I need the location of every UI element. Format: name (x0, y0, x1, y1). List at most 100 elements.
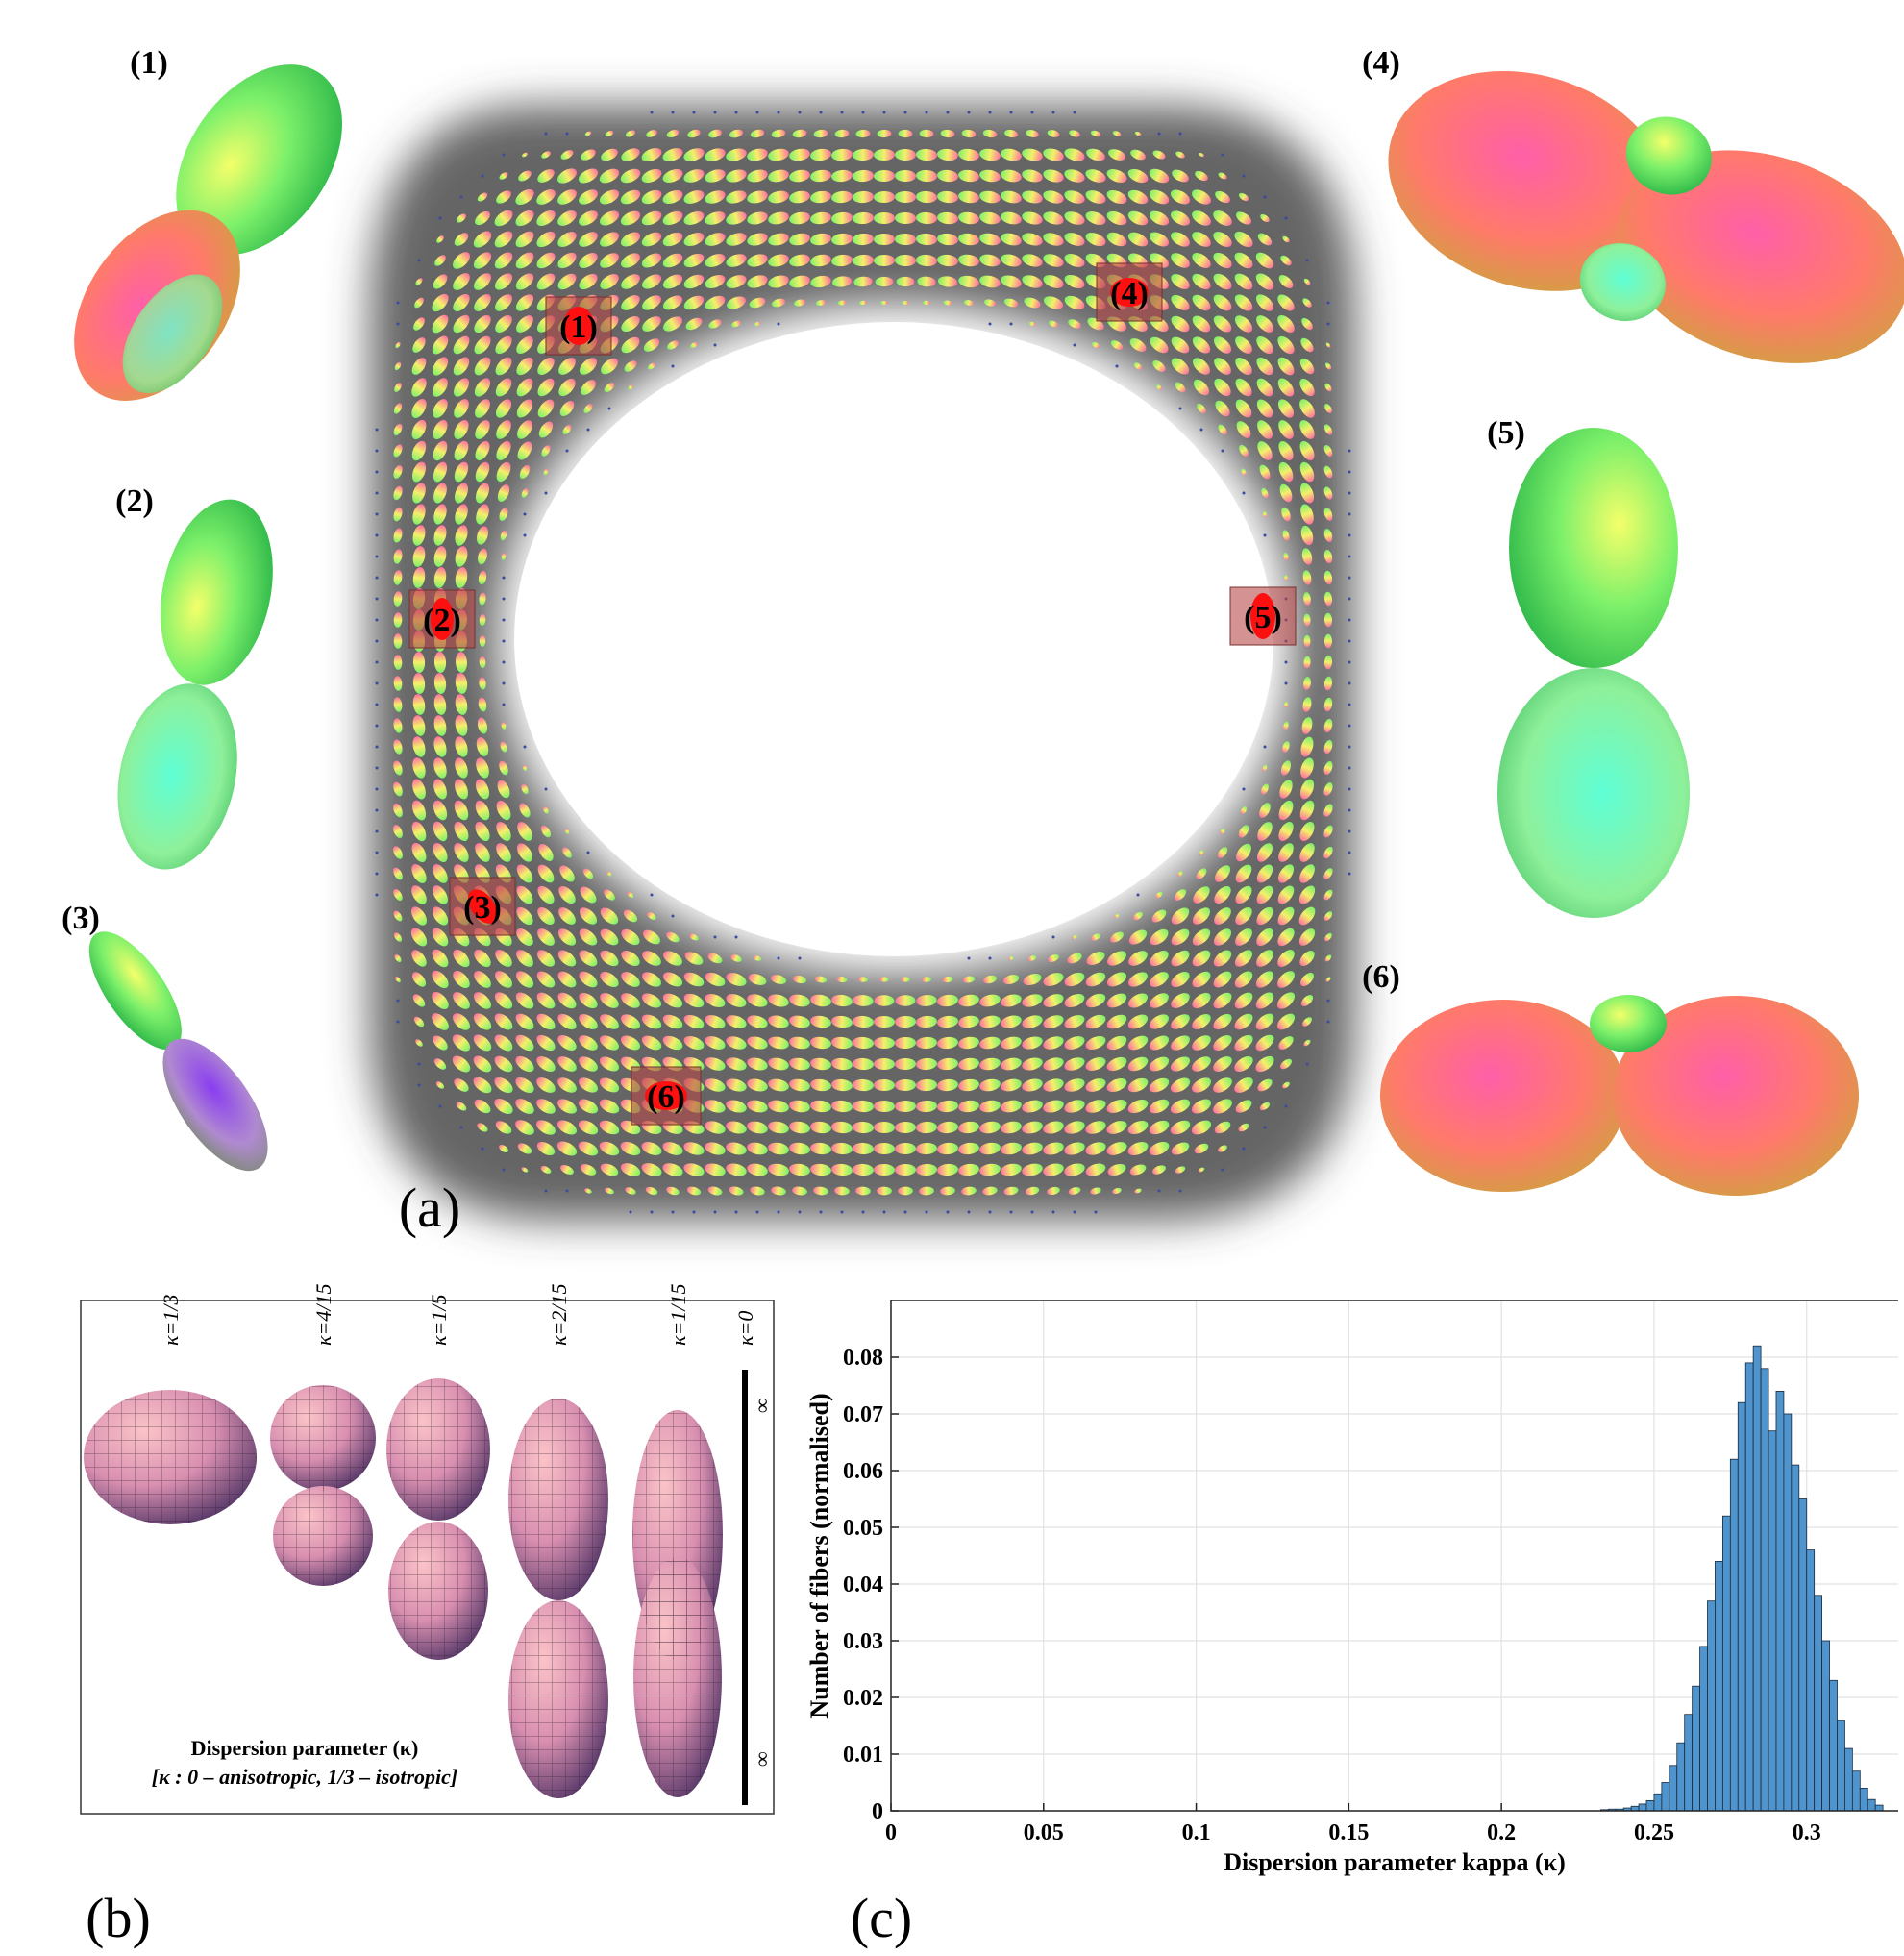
odf-glyph (1359, 36, 1904, 403)
glyph-dot (1074, 111, 1076, 114)
panel-b-note: [κ : 0 – anisotropic, 1/3 – isotropic] (152, 1765, 457, 1789)
odf-glyph (39, 34, 376, 432)
glyph-dot (545, 492, 548, 495)
glyph-dot (1052, 1211, 1055, 1214)
glyph-dot (1348, 704, 1351, 706)
glyph-dot (1285, 1105, 1288, 1108)
glyph-dot (630, 1211, 632, 1214)
x-tick-label: 0.1 (1182, 1820, 1211, 1845)
glyph-dot (1179, 1190, 1182, 1193)
panel-b-caption: Dispersion parameter (κ) (191, 1736, 419, 1760)
body: {"panel_labels": ["(a)", "(b)", "(c)"], … (0, 0, 1904, 1956)
glyph-dot (482, 1148, 484, 1151)
glyph-dot (1031, 111, 1034, 114)
glyph-dot (376, 492, 379, 495)
page: Fiber dispersion figure html, body { mar… (0, 0, 1904, 1956)
glyph-dot (968, 1211, 971, 1214)
glyph-dot (376, 725, 379, 728)
glyph-dot (1348, 830, 1351, 833)
glyph-dot (376, 894, 379, 897)
glyph-dot (376, 788, 379, 791)
glyph-dot (503, 577, 506, 580)
glyph-dot (1010, 111, 1013, 114)
figure: (1) (2) (3) (4) (5) (6) (1) (2) (3) (4) … (0, 0, 1904, 1956)
x-tick-label: 0.05 (1024, 1820, 1064, 1845)
glyph-dot (376, 852, 379, 854)
glyph-dot (693, 111, 696, 114)
glyph-dot (1348, 513, 1351, 516)
bar (1693, 1686, 1700, 1811)
x-tick-label: 0.15 (1328, 1820, 1369, 1845)
glyph-dot (841, 111, 844, 114)
marker-label: (3) (463, 890, 502, 926)
glyph-dot (926, 111, 928, 114)
glyph-dot (1348, 450, 1351, 453)
bar (1761, 1369, 1768, 1811)
glyph-dot (503, 154, 506, 157)
glyph-dot (397, 1021, 400, 1024)
bar (1708, 1601, 1716, 1811)
glyph-dot (1327, 323, 1330, 326)
kappa-label: κ=1/5 (427, 1294, 451, 1346)
glyph-dot (376, 429, 379, 432)
bar (1844, 1748, 1852, 1811)
bar (1700, 1647, 1708, 1811)
glyph (394, 633, 403, 649)
glyph-dot (778, 111, 780, 114)
glyph-dot (1348, 471, 1351, 474)
bar (1669, 1766, 1677, 1811)
glyph-dot (1200, 429, 1203, 432)
glyph-dot (756, 111, 759, 114)
glyph-dot (883, 111, 886, 114)
bar (1662, 1783, 1669, 1812)
lobe (1590, 995, 1667, 1052)
glyph-title: (1) (130, 45, 168, 81)
ellipsoid-mesh (388, 1522, 488, 1660)
glyph-dot (503, 619, 506, 622)
glyph-dot (418, 1084, 421, 1087)
glyph-dot (545, 133, 548, 136)
y-tick-label: 0 (872, 1799, 883, 1824)
glyph-dot (651, 1211, 654, 1214)
glyph-dot (1285, 682, 1288, 685)
bar (1815, 1596, 1822, 1811)
glyph-dot (693, 1211, 696, 1214)
glyph-dot (862, 1211, 865, 1214)
glyph-dot (376, 513, 379, 516)
glyph-dot (418, 1063, 421, 1066)
glyph-dot (820, 111, 823, 114)
glyph-dot (566, 450, 569, 453)
glyph-dot (1179, 133, 1182, 136)
glyph-dot (1264, 534, 1267, 537)
glyph-dot (439, 217, 442, 220)
infinity-label: ∞ (750, 1751, 774, 1767)
glyph-dot (820, 1211, 823, 1214)
bar (1639, 1804, 1646, 1811)
glyph-dot (482, 175, 484, 178)
bar (1753, 1346, 1761, 1811)
bar (1792, 1465, 1799, 1811)
glyph-dot (503, 704, 506, 706)
glyph-dot (1348, 661, 1351, 664)
lobe (1509, 428, 1678, 668)
bar (1799, 1499, 1807, 1812)
lobe (102, 673, 254, 881)
marker: (3) (450, 878, 515, 935)
glyph-dot (1348, 577, 1351, 580)
kappa-label: κ=1/3 (159, 1294, 183, 1346)
glyph-dot (503, 1169, 506, 1172)
glyph-dot (714, 344, 717, 347)
glyph-dot (608, 408, 611, 410)
glyph-dot (672, 111, 675, 114)
marker-label: (2) (423, 603, 461, 638)
glyph-dot (1158, 133, 1161, 136)
y-tick-label: 0.05 (843, 1516, 883, 1541)
glyph-dot (1222, 1169, 1224, 1172)
glyph-dot (735, 936, 738, 939)
glyph-dot (376, 450, 379, 453)
glyph-dot (947, 1211, 950, 1214)
glyph-dot (862, 111, 865, 114)
glyph-dot (1348, 725, 1351, 728)
glyph-dot (1031, 1211, 1034, 1214)
glyph-dot (968, 111, 971, 114)
